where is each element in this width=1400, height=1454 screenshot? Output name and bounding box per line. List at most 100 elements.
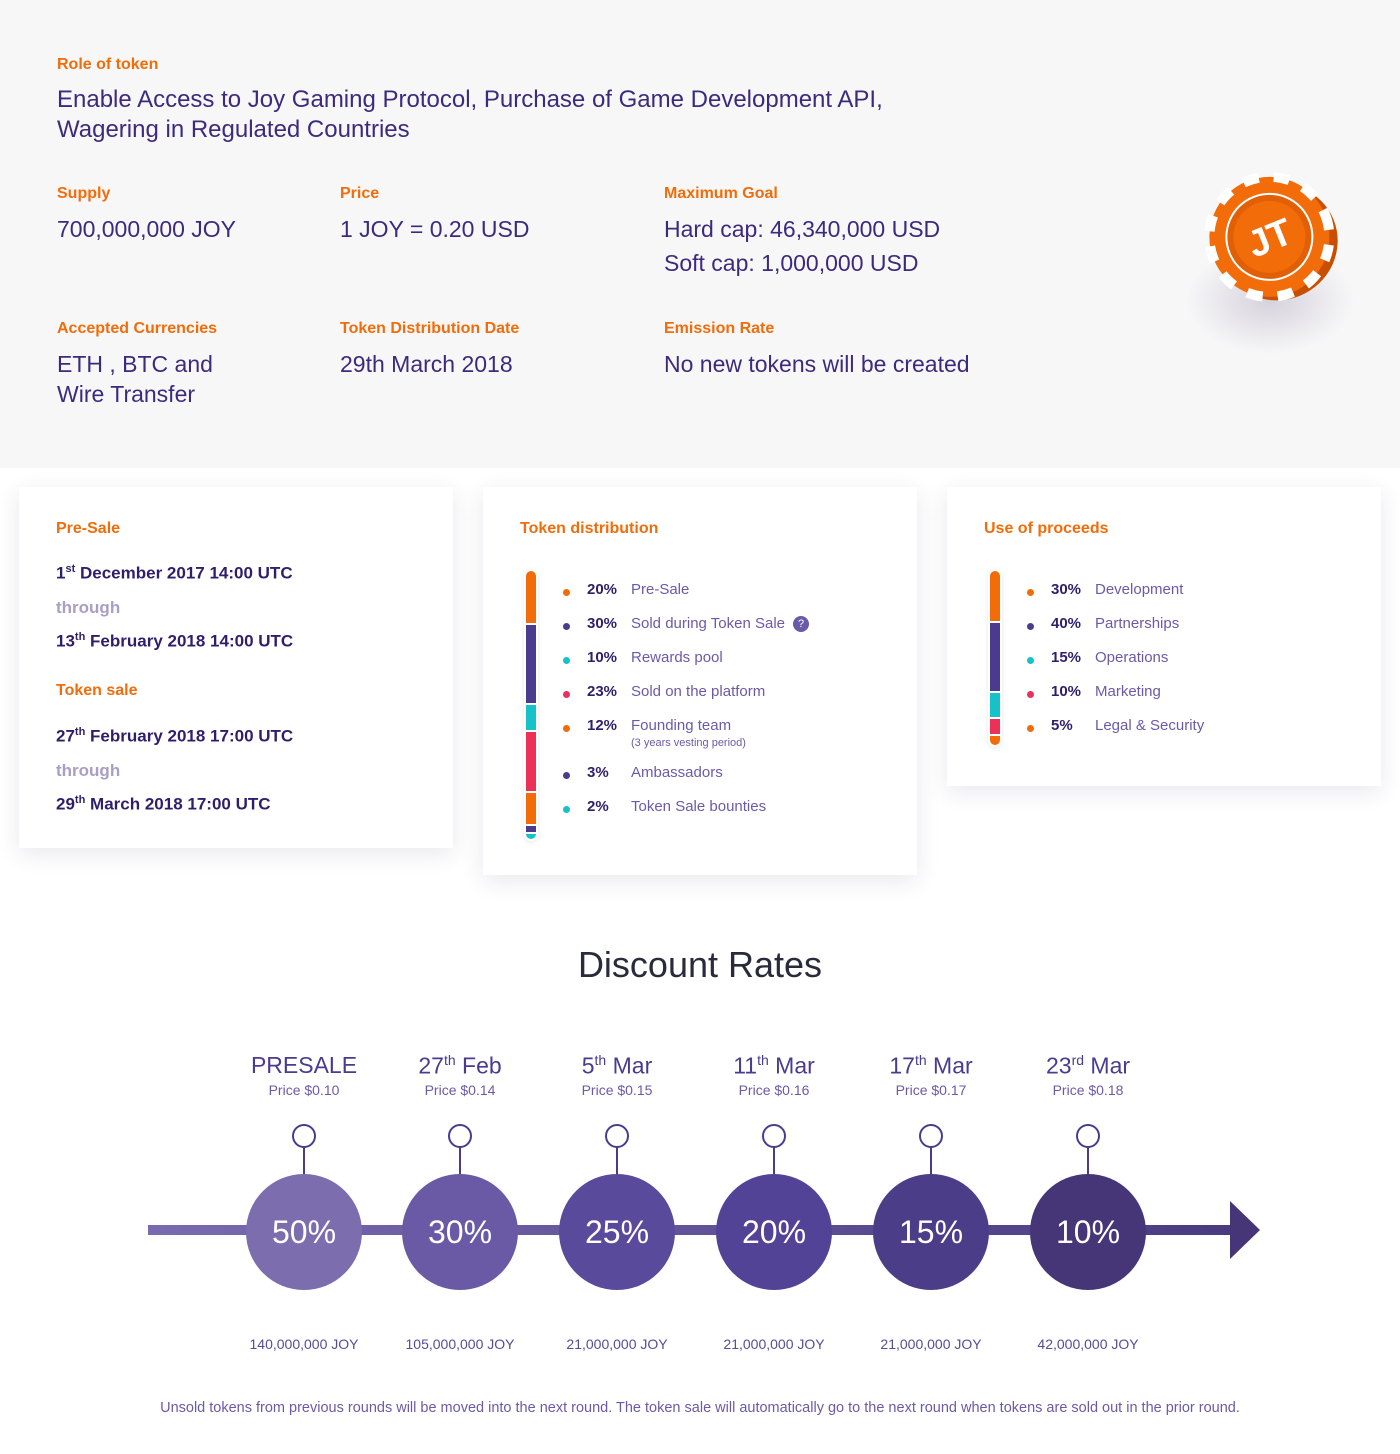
stage-marker-icon: [605, 1124, 629, 1148]
proceeds-bar-segment: [990, 736, 1000, 745]
stage-token-amount: 105,000,000 JOY: [405, 1336, 515, 1352]
emission-value: No new tokens will be created: [664, 351, 970, 377]
legend-label: Marketing: [1095, 683, 1161, 700]
legend-percent: 10%: [587, 649, 618, 666]
stage-token-amount: 21,000,000 JOY: [723, 1336, 825, 1352]
stage-price: Price $0.10: [268, 1082, 340, 1098]
stage-date: 5th Mar: [581, 1052, 653, 1079]
stage-price: Price $0.18: [1052, 1082, 1124, 1098]
stage-stem: [1087, 1147, 1089, 1175]
legend-percent: 10%: [1051, 683, 1082, 700]
stage-price: Price $0.15: [581, 1082, 653, 1098]
legend-percent: 30%: [587, 615, 618, 632]
legend-label: Partnerships: [1095, 615, 1180, 632]
distribution-bar-segment: [526, 833, 536, 839]
presale-start: 1st December 2017 14:00 UTC: [56, 563, 293, 583]
supply-label: Supply: [57, 185, 111, 202]
legend-percent: 23%: [587, 683, 618, 700]
proceeds-bar-segment: [990, 571, 1000, 624]
legend-label: Operations: [1095, 649, 1169, 666]
legend-dot-icon: [1027, 725, 1034, 732]
currencies-line-1: ETH , BTC and: [57, 351, 213, 377]
hard-cap: Hard cap: 46,340,000 USD: [664, 216, 941, 242]
proceeds-bar-segment: [990, 692, 1000, 719]
legend-percent: 2%: [587, 798, 609, 815]
tokensale-through: through: [56, 761, 121, 780]
stage-date: PRESALE: [250, 1052, 358, 1078]
token-distribution-card: Token distribution 20% Pre-Sale 30% Sold du…: [483, 487, 917, 875]
discount-footnote: Unsold tokens from previous rounds will …: [160, 1400, 1240, 1416]
distribution-bar-segment: [526, 704, 536, 732]
legend-dot-icon: [1027, 589, 1034, 596]
stage-price: Price $0.14: [424, 1082, 496, 1098]
timeline-axis: [148, 1225, 1238, 1235]
stage-stem: [930, 1147, 932, 1175]
stage-stem: [459, 1147, 461, 1175]
supply-value: 700,000,000 JOY: [57, 216, 237, 242]
legend-percent: 5%: [1051, 717, 1073, 734]
stage-date: 11th Mar: [733, 1052, 815, 1079]
legend-dot-icon: [563, 691, 570, 698]
legend-label: Ambassadors: [631, 764, 723, 781]
proceeds-bar-segment: [990, 623, 1000, 693]
soft-cap: Soft cap: 1,000,000 USD: [664, 250, 919, 276]
stage-marker-icon: [292, 1124, 316, 1148]
legend-label: Sold during Token Sale?: [631, 615, 809, 632]
presale-end: 13th February 2018 14:00 UTC: [56, 631, 294, 651]
legend-percent: 40%: [1051, 615, 1082, 632]
tokensale-end: 29th March 2018 17:00 UTC: [56, 794, 271, 814]
stage-date: 27th Feb: [418, 1052, 502, 1079]
distribution-bar-segment: [526, 825, 536, 834]
stage-stem: [616, 1147, 618, 1175]
discount-circle: 50%: [246, 1174, 362, 1290]
legend-dot-icon: [563, 725, 570, 732]
stage-token-amount: 42,000,000 JOY: [1037, 1336, 1139, 1352]
stage-date: 23rd Mar: [1045, 1052, 1131, 1079]
presale-title: Pre-Sale: [56, 520, 121, 537]
dist-date-value: 29th March 2018: [340, 351, 513, 377]
stage-token-amount: 21,000,000 JOY: [566, 1336, 668, 1352]
presale-through: through: [56, 598, 121, 617]
discount-circle: 20%: [716, 1174, 832, 1290]
legend-dot-icon: [563, 623, 570, 630]
discount-circle: 15%: [873, 1174, 989, 1290]
legend-percent: 3%: [587, 764, 609, 781]
token-info-section: Role of token Enable Access to Joy Gamin…: [0, 0, 1400, 468]
discount-rates-title: Discount Rates: [577, 944, 823, 985]
use-of-proceeds-card: Use of proceeds 30% Development 40% Partner…: [947, 487, 1381, 786]
discount-circle: 30%: [402, 1174, 518, 1290]
legend-label: Pre-Sale: [631, 581, 690, 598]
distribution-bar-segment: [526, 731, 536, 794]
proceeds-bar-segment: [990, 718, 1000, 737]
stage-price: Price $0.17: [895, 1082, 967, 1098]
role-line-1: Enable Access to Joy Gaming Protocol, Pu…: [57, 86, 883, 113]
emission-label: Emission Rate: [664, 320, 775, 337]
legend-label: Token Sale bounties: [631, 798, 767, 815]
currencies-line-2: Wire Transfer: [57, 381, 196, 407]
legend-percent: 12%: [587, 717, 618, 734]
timeline-arrow-icon: [1230, 1201, 1260, 1259]
stage-price: Price $0.16: [738, 1082, 810, 1098]
stage-marker-icon: [1076, 1124, 1100, 1148]
proceeds-bar: [988, 569, 1002, 747]
legend-percent: 30%: [1051, 581, 1082, 598]
stage-token-amount: 21,000,000 JOY: [880, 1336, 982, 1352]
distribution-title: Token distribution: [520, 520, 659, 537]
legend-dot-icon: [563, 806, 570, 813]
role-label: Role of token: [57, 56, 159, 73]
stage-date: 17th Mar: [889, 1052, 973, 1079]
distribution-bar-segment: [526, 624, 536, 705]
distribution-bar-segment: [526, 793, 536, 826]
stage-stem: [303, 1147, 305, 1175]
role-line-2: Wagering in Regulated Countries: [57, 116, 410, 143]
legend-label: Sold on the platform: [631, 683, 766, 700]
legend-dot-icon: [1027, 623, 1034, 630]
stage-marker-icon: [448, 1124, 472, 1148]
legend-dot-icon: [1027, 691, 1034, 698]
discount-circle: 25%: [559, 1174, 675, 1290]
legend-dot-icon: [563, 657, 570, 664]
distribution-bar-segment: [526, 571, 536, 625]
distribution-bar: [524, 569, 538, 841]
goal-label: Maximum Goal: [664, 185, 778, 202]
help-icon[interactable]: ?: [793, 616, 809, 632]
